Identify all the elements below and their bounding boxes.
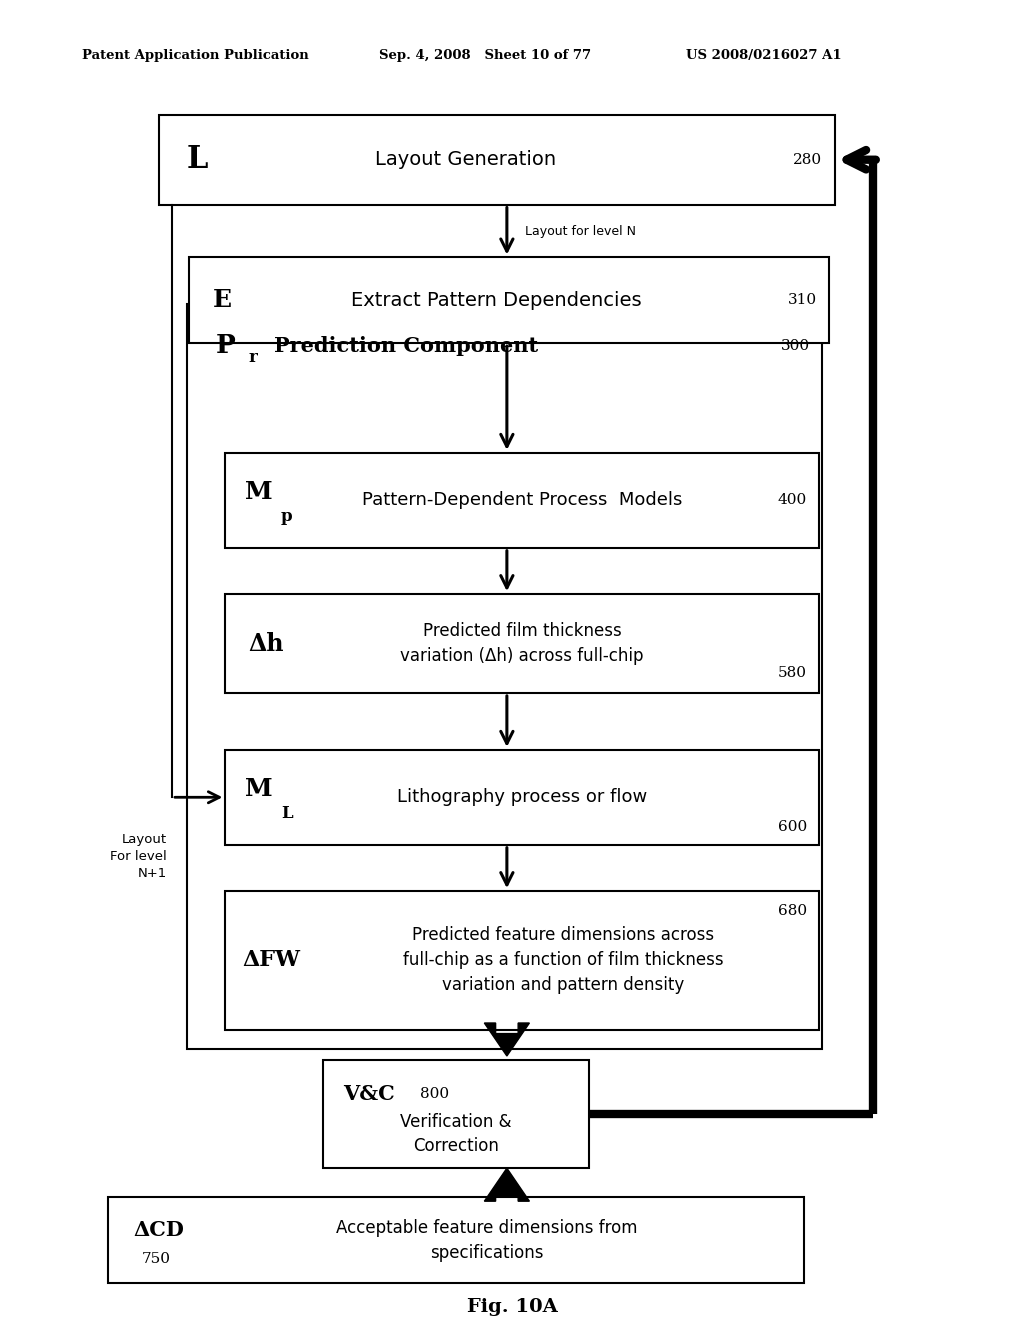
Text: Δh: Δh xyxy=(249,631,284,656)
Text: Pattern-Dependent Process  Models: Pattern-Dependent Process Models xyxy=(362,491,682,510)
Text: Patent Application Publication: Patent Application Publication xyxy=(82,49,308,62)
Text: 800: 800 xyxy=(420,1088,449,1101)
Bar xyxy=(323,1060,589,1168)
Text: Extract Pattern Dependencies: Extract Pattern Dependencies xyxy=(351,290,642,310)
Text: Prediction Component: Prediction Component xyxy=(274,335,539,356)
Text: Acceptable feature dimensions from
specifications: Acceptable feature dimensions from speci… xyxy=(336,1218,637,1262)
Text: Lithography process or flow: Lithography process or flow xyxy=(397,788,647,807)
Bar xyxy=(225,891,819,1030)
Text: Layout
For level
N+1: Layout For level N+1 xyxy=(111,833,167,880)
Text: E: E xyxy=(213,288,231,313)
Text: 600: 600 xyxy=(777,820,807,834)
FancyArrow shape xyxy=(484,1168,529,1201)
Text: Layout for level N: Layout for level N xyxy=(525,224,636,238)
Text: r: r xyxy=(249,350,258,366)
Text: M: M xyxy=(246,777,272,801)
Bar xyxy=(159,115,835,205)
Text: p: p xyxy=(281,508,293,524)
Text: Predicted feature dimensions across
full-chip as a function of film thickness
va: Predicted feature dimensions across full… xyxy=(402,927,724,994)
Text: M: M xyxy=(246,480,272,504)
FancyArrow shape xyxy=(484,1023,529,1056)
Text: L: L xyxy=(187,144,208,176)
Bar xyxy=(108,1197,804,1283)
Text: Predicted film thickness
variation (Δh) across full-chip: Predicted film thickness variation (Δh) … xyxy=(400,622,644,665)
Bar xyxy=(187,304,822,1049)
Bar xyxy=(189,257,829,343)
Text: Sep. 4, 2008   Sheet 10 of 77: Sep. 4, 2008 Sheet 10 of 77 xyxy=(379,49,591,62)
Text: 310: 310 xyxy=(788,293,817,308)
Text: V&C: V&C xyxy=(343,1084,394,1105)
Text: 400: 400 xyxy=(777,494,807,507)
Text: 750: 750 xyxy=(142,1251,171,1266)
Text: Verification &
Correction: Verification & Correction xyxy=(400,1113,511,1155)
Text: 580: 580 xyxy=(778,665,807,680)
Text: L: L xyxy=(281,805,293,821)
Text: Fig. 10A: Fig. 10A xyxy=(467,1298,557,1316)
Text: ΔCD: ΔCD xyxy=(133,1220,184,1239)
Text: 300: 300 xyxy=(781,339,810,352)
Bar xyxy=(225,750,819,845)
Text: 680: 680 xyxy=(778,904,807,919)
Text: ΔFW: ΔFW xyxy=(243,949,300,972)
Bar xyxy=(225,453,819,548)
Text: 280: 280 xyxy=(794,153,822,166)
Bar xyxy=(225,594,819,693)
Text: Layout Generation: Layout Generation xyxy=(376,150,556,169)
Text: P: P xyxy=(216,334,236,358)
Text: US 2008/0216027 A1: US 2008/0216027 A1 xyxy=(686,49,842,62)
